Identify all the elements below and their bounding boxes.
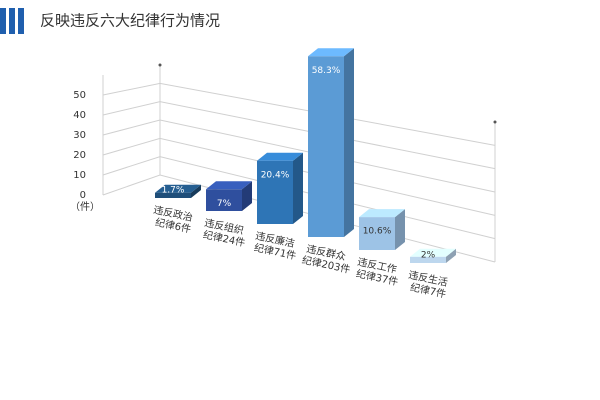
y-tick-label: 40 [73,110,86,121]
grid-line [102,82,496,146]
value-label: 2% [421,251,436,261]
y-tick-label: 50 [73,90,86,101]
axis-dot [493,120,497,124]
y-tick-label: 0 [80,190,86,201]
bar-top [155,184,201,193]
value-label: 1.7% [162,186,185,196]
bar-side [395,209,405,250]
value-label: 10.6% [363,227,392,237]
bar-top [257,152,303,161]
bar-top [206,181,252,190]
value-label: 58.3% [312,66,341,76]
bar [257,152,303,224]
bar-front [308,56,344,237]
bar-top [410,248,456,257]
grid-line [102,137,496,216]
header-icon [9,8,15,34]
header-icon [0,8,6,34]
bar-front [410,256,446,263]
bar [155,184,201,198]
y-tick-label: 30 [73,130,86,141]
bar-front [257,160,293,224]
y-tick-label: 20 [73,150,86,161]
grid-line [102,119,496,193]
bar-top [359,209,405,218]
bar-front [155,192,191,198]
bar-side [242,181,252,211]
bar-side [344,48,354,237]
bar [206,181,252,211]
bar-front [206,189,242,211]
bar-side [446,248,456,263]
bar [410,248,456,263]
bar [359,209,405,250]
axis-dot [158,63,162,67]
header-icon [18,8,24,34]
chart-title: 反映违反六大纪律行为情况 [40,12,220,30]
grid-line [102,101,496,170]
y-tick-label: 10 [73,170,86,181]
value-label: 20.4% [261,170,290,180]
bar-side [191,184,201,198]
bar-front [359,217,395,250]
value-label: 7% [217,199,232,209]
y-unit: （件） [70,201,100,213]
bar-side [293,152,303,224]
bar-top [308,48,354,57]
bar [308,48,354,237]
